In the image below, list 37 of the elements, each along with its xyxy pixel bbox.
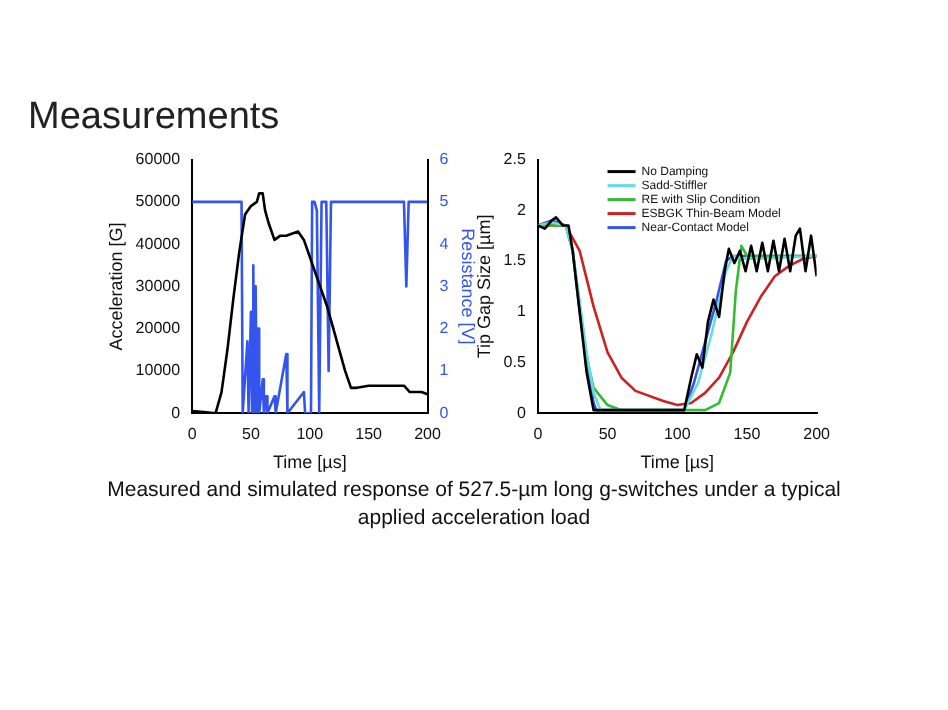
y2-tick-label: 3 xyxy=(439,276,450,295)
y-tick-label: 60000 xyxy=(135,150,182,169)
x-tick-label: 0 xyxy=(533,425,544,444)
x-tick-label: 50 xyxy=(242,425,261,444)
x-tick-label: 200 xyxy=(414,425,442,444)
y-tick-label: 2.5 xyxy=(503,150,527,169)
x-tick-label: 150 xyxy=(355,425,384,444)
y-tick-label: 10000 xyxy=(135,361,182,380)
y-tick-label: 2 xyxy=(516,200,527,219)
x-tick-label: 100 xyxy=(296,425,325,444)
y-tick-label: 0 xyxy=(516,403,527,422)
y-tick-label: 1 xyxy=(516,302,527,321)
y-tick-label: 40000 xyxy=(135,234,182,253)
y-axis-title: Acceleration [G] xyxy=(105,222,126,351)
x-tick-label: 100 xyxy=(663,425,692,444)
y-axis-title: Tip Gap Size [µm] xyxy=(473,214,494,359)
y-tick-label: 0.5 xyxy=(503,352,527,371)
x-axis-title: Time [µs] xyxy=(640,452,715,473)
y-tick-label: 1.5 xyxy=(503,251,527,270)
y-tick-label: 50000 xyxy=(135,192,182,211)
y-tick-label: 30000 xyxy=(135,276,182,295)
x-axis-title: Time [µs] xyxy=(272,452,347,473)
x-tick-label: 50 xyxy=(598,425,618,444)
x-tick-label: 0 xyxy=(187,425,198,444)
y2-tick-label: 4 xyxy=(439,234,450,253)
y-tick-label: 0 xyxy=(171,403,182,422)
y-tick-label: 20000 xyxy=(135,319,182,338)
chart-title: Measurements xyxy=(28,96,280,140)
y2-tick-label: 1 xyxy=(439,361,450,380)
x-tick-label: 150 xyxy=(733,425,762,444)
y2-tick-label: 6 xyxy=(439,150,450,169)
x-tick-label: 200 xyxy=(803,425,832,444)
text: Measured and simulated response of 527.5-µm long g-switches under a typical applied acceleration load xyxy=(105,476,843,532)
y2-tick-label: 5 xyxy=(439,192,450,211)
y2-tick-label: 0 xyxy=(439,403,450,422)
y2-tick-label: 2 xyxy=(439,319,450,338)
y2-axis-title: Resistance [V] xyxy=(458,228,479,345)
